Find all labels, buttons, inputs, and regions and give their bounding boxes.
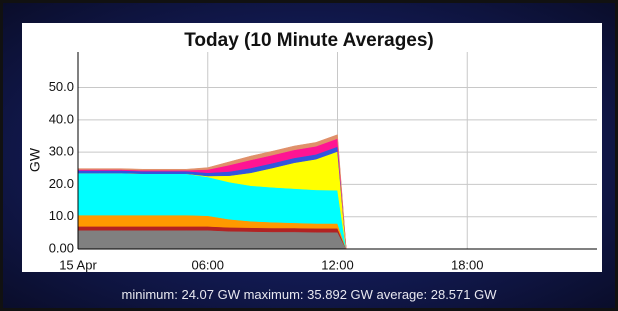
- footer: minimum: 24.07 GW maximum: 35.892 GW ave…: [121, 287, 497, 302]
- y-tick-label: 40.0: [49, 111, 74, 126]
- area: [77, 134, 347, 250]
- y-tick-label: 50.0: [49, 79, 74, 94]
- x-tick-label: 18:00: [451, 257, 484, 272]
- chart-title: Today (10 Minute Averages): [184, 30, 434, 51]
- x-tick-label: 12:00: [321, 257, 354, 272]
- y-tick-label: 10.0: [49, 208, 74, 223]
- area: [77, 230, 347, 250]
- y-tick-label: 20.0: [49, 176, 74, 191]
- x-tick-label: 06:00: [191, 257, 224, 272]
- y-tick-label: 0.00: [49, 240, 74, 255]
- y-tick-label: 30.0: [49, 144, 74, 159]
- x-tick-label: 15 Apr: [59, 257, 97, 272]
- y-axis-label: GW: [27, 147, 43, 172]
